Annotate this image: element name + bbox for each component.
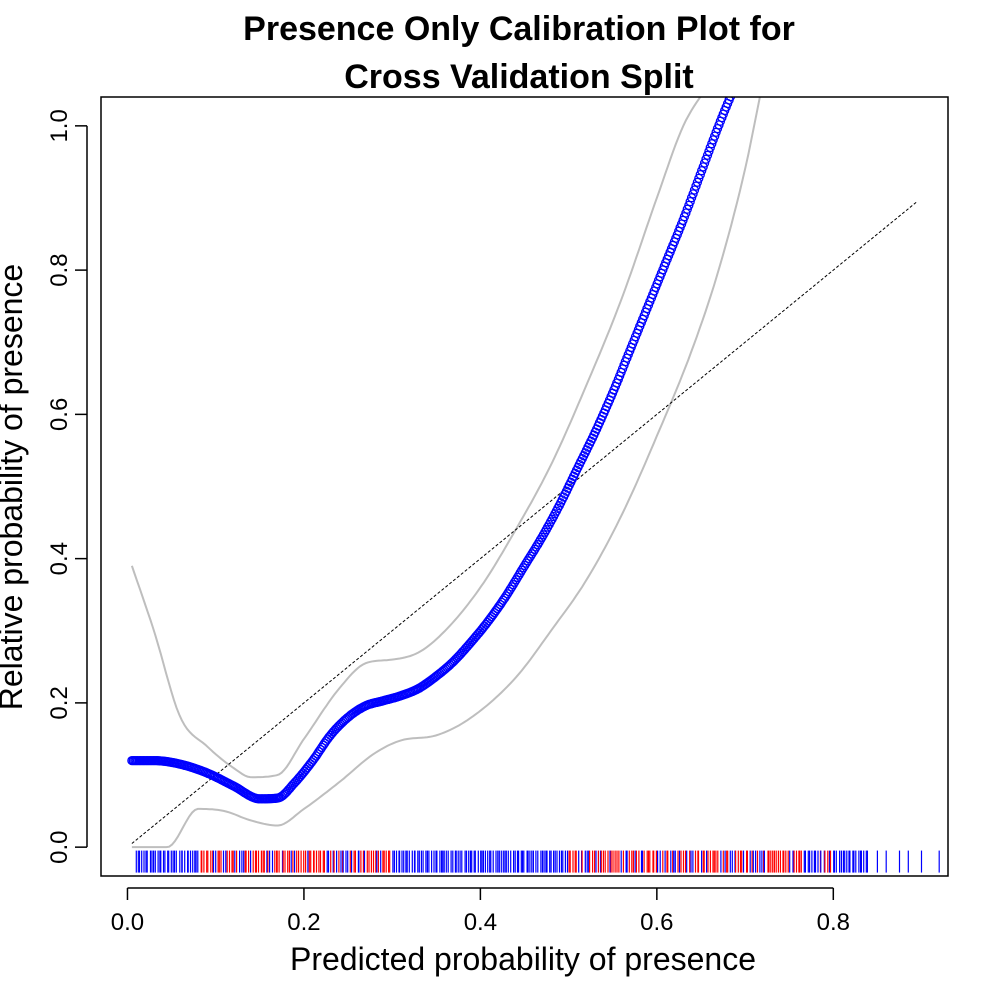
plot-content	[127, 79, 940, 873]
calibration-point	[522, 556, 533, 566]
calibration-point	[504, 586, 514, 597]
calibration-point	[505, 584, 515, 594]
calibration-point	[725, 97, 736, 102]
calibration-point	[502, 589, 513, 599]
calibration-point	[520, 560, 530, 571]
calibration-point	[509, 577, 520, 587]
calibration-point	[729, 97, 735, 98]
calibration-point	[732, 79, 740, 87]
chart-title-line-1: Presence Only Calibration Plot for	[243, 10, 795, 48]
plot-frame	[100, 96, 949, 877]
reference-line	[131, 201, 918, 844]
calibration-point	[530, 544, 540, 554]
calibration-point	[535, 535, 546, 545]
calibration-point	[517, 565, 527, 575]
calibration-point	[702, 150, 713, 160]
calibration-point	[507, 582, 517, 592]
y-axis-title: Relative probability of presence	[0, 264, 29, 710]
calibration-point	[515, 567, 526, 578]
calibration-point	[531, 542, 541, 552]
calibration-point	[525, 551, 536, 561]
calibration-point	[729, 86, 737, 94]
x-tick-label: 0.0	[111, 909, 144, 936]
confidence-band-lower	[131, 97, 761, 849]
y-tick-label: 0.6	[46, 398, 73, 431]
calibration-point	[685, 196, 695, 207]
calibration-point	[692, 177, 703, 187]
calibration-point	[521, 558, 531, 568]
calibration-point	[518, 563, 528, 573]
confidence-band-upper	[130, 97, 702, 779]
y-tick-label: 0.4	[46, 542, 73, 575]
y-tick-label: 1.0	[46, 109, 73, 142]
calibration-point	[527, 549, 537, 559]
x-tick-label: 0.4	[464, 909, 497, 936]
calibration-point	[512, 572, 523, 583]
calibration-point	[508, 579, 518, 590]
y-tick-label: 0.2	[46, 686, 73, 719]
calibration-point	[695, 169, 705, 180]
x-axis-title: Predicted probability of presence	[290, 941, 756, 977]
x-tick-label: 0.6	[640, 909, 673, 936]
calibration-point	[514, 570, 524, 580]
calibration-point	[528, 546, 539, 557]
calibration-point	[704, 146, 714, 157]
x-tick-label: 0.8	[817, 909, 850, 936]
axes: 0.0 0.2 0.4 0.6 0.8 0.0 0.2 0.4 0.6 0.8 1.0	[46, 109, 850, 936]
calibration-point	[511, 575, 521, 585]
plot-area	[127, 79, 940, 873]
calibration-point	[524, 553, 534, 564]
chart-title-line-2: Cross Validation Split	[344, 58, 694, 96]
calibration-point	[731, 82, 739, 90]
y-tick-label: 0.8	[46, 253, 73, 286]
y-tick-label: 0.0	[46, 830, 73, 863]
x-tick-label: 0.2	[287, 909, 320, 936]
calibration-point	[533, 539, 543, 550]
calibration-point	[688, 189, 698, 199]
